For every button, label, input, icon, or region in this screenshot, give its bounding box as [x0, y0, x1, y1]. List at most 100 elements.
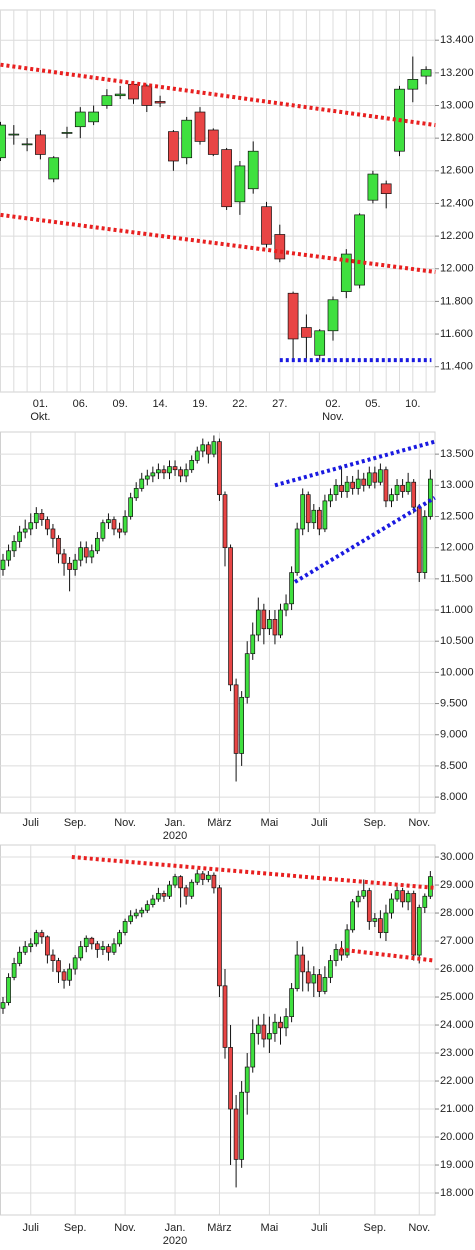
x-tick-label: 06. — [73, 398, 88, 410]
candle-body — [94, 537, 100, 552]
candle-body — [106, 946, 111, 953]
y-tick-label: 23.000 — [440, 1047, 474, 1059]
candle-body — [300, 954, 306, 973]
candle-body — [311, 509, 317, 524]
candle-body — [367, 173, 379, 201]
y-tick-label: 13.000 — [440, 479, 474, 491]
candle-body — [21, 143, 33, 146]
x-tick-label: 14. — [152, 398, 167, 410]
candle-body — [28, 522, 34, 530]
candle-body — [400, 890, 405, 903]
x-tick-sublabel: Okt. — [30, 411, 50, 423]
x-tick-label: 27. — [272, 398, 287, 410]
y-tick-label: 9.000 — [440, 729, 468, 741]
candle-body — [6, 977, 11, 1003]
candle-body — [133, 912, 139, 917]
candle-body — [194, 450, 200, 461]
candle-body — [411, 481, 417, 508]
y-tick-label: 12.000 — [440, 542, 474, 554]
y-tick-label: 11.600 — [440, 328, 473, 340]
x-tick-label: März — [207, 1222, 231, 1234]
candle-body — [228, 1047, 233, 1110]
x-tick-label: 01. — [33, 398, 48, 410]
candle-body — [416, 907, 422, 956]
plot-frame — [0, 9, 436, 393]
candle-body — [267, 1033, 272, 1040]
candle-body — [150, 472, 156, 477]
candle-body — [122, 516, 128, 533]
candle-body — [322, 977, 328, 992]
candle-body — [206, 874, 211, 880]
candle-body — [333, 949, 339, 961]
candle-body — [83, 937, 89, 947]
candle-body — [67, 562, 72, 570]
candle-body — [350, 481, 355, 489]
candle-body — [56, 537, 61, 555]
candle-body — [283, 1016, 289, 1029]
candle-body — [411, 893, 417, 956]
x-tick-label: Juli — [22, 817, 39, 829]
x-tick-label: 09. — [113, 398, 128, 410]
candle-body — [233, 684, 239, 754]
candle-body — [39, 513, 45, 520]
candle-body — [328, 960, 333, 978]
x-tick-label: Nov. — [408, 817, 430, 829]
x-tick-label: Nov. — [114, 1222, 136, 1234]
candle-body — [283, 603, 289, 611]
candle-body — [383, 912, 389, 933]
y-tick-label: 26.000 — [440, 963, 474, 975]
y-tick-label: 12.800 — [440, 132, 474, 144]
candle-body — [94, 943, 100, 950]
candle-body — [250, 1033, 256, 1068]
x-tick-label: 10. — [405, 398, 420, 410]
plot-frame — [0, 431, 436, 814]
candle-body — [183, 469, 189, 477]
candle-body — [89, 937, 95, 945]
candle-body — [344, 929, 350, 956]
candle-body — [372, 472, 378, 483]
x-tick-label: 05. — [365, 398, 380, 410]
candle-body — [88, 111, 99, 123]
candle-body — [207, 129, 219, 155]
x-tick-label: Jan. — [165, 1222, 186, 1234]
candle-body — [261, 609, 267, 630]
candle-body — [394, 484, 400, 496]
candle-body — [50, 528, 56, 539]
candle-body — [161, 469, 167, 474]
candle-body — [289, 988, 294, 1017]
candle-body — [61, 971, 67, 981]
candle-body — [128, 915, 133, 922]
candle-body — [394, 890, 400, 900]
candle-body — [234, 165, 246, 203]
candle-body — [322, 500, 328, 530]
candle-body — [339, 484, 344, 492]
y-tick-label: 12.400 — [440, 197, 474, 209]
candle-body — [361, 478, 367, 486]
candle-body — [39, 932, 45, 938]
x-tick-label: Sep. — [364, 817, 387, 829]
candle-body — [274, 234, 286, 260]
candle-body — [278, 609, 283, 636]
candle-body — [61, 132, 73, 134]
y-tick-label: 29.000 — [440, 879, 474, 891]
candle-body — [22, 528, 28, 533]
candle-body — [228, 547, 233, 686]
candle-body — [183, 887, 189, 897]
candle-body — [78, 547, 84, 561]
candle-body — [89, 550, 95, 558]
y-tick-label: 20.000 — [440, 1131, 474, 1143]
x-tick-label: Juli — [311, 1222, 328, 1234]
candle-body — [221, 149, 232, 208]
y-tick-label: 12.500 — [440, 510, 474, 522]
candle-body — [78, 946, 84, 959]
candle-body — [22, 946, 28, 953]
x-tick-label: Sep. — [364, 1222, 387, 1234]
candle-body — [167, 884, 172, 897]
y-tick-label: 8.000 — [440, 791, 468, 803]
candle-body — [128, 497, 133, 517]
candle-body — [222, 985, 228, 1048]
candle-body — [172, 876, 178, 886]
candle-body — [305, 494, 311, 524]
x-tick-label: 02. — [325, 398, 340, 410]
candle-body — [8, 133, 20, 136]
